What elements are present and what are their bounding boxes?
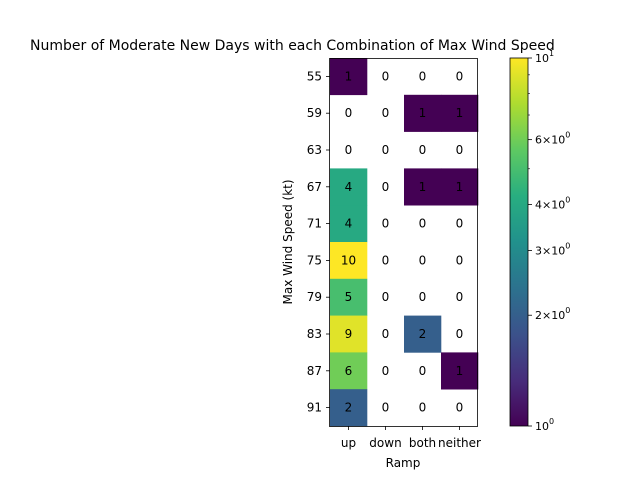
colorbar [509,57,529,427]
colorbar-tick-label: 100 [535,417,554,433]
cell-value-label: 0 [456,290,464,304]
heatmap-cell [330,389,368,427]
cell-value-label: 5 [345,290,353,304]
cell-value-label: 0 [456,253,464,267]
cell-value-label: 0 [382,253,390,267]
y-tick-label: 67 [307,180,322,194]
x-tick-label: both [409,436,436,450]
cell-value-label: 0 [419,69,427,83]
cell-value-label: 1 [419,106,427,120]
y-tick-label: 83 [307,327,322,341]
cell-value-label: 0 [419,253,427,267]
cell-value-label: 1 [456,180,464,194]
cell-value-label: 1 [456,106,464,120]
colorbar-ticks: 100 2×100 3×100 4×100 6×100 101 [528,49,570,433]
cell-value-label: 0 [419,290,427,304]
heatmap-cell [330,168,368,206]
cell-value-label: 0 [456,69,464,83]
heatmap-cell [330,58,368,96]
y-tick-label: 91 [307,401,322,415]
cell-value-label: 9 [345,327,353,341]
x-tick-label: neither [438,436,481,450]
plot-frame [329,58,478,427]
cell-value-label: 0 [419,401,427,415]
heatmap-cell [330,278,368,316]
heatmap-cell [404,168,442,206]
x-axis: up down both neither [341,426,481,450]
cell-value-label: 0 [456,217,464,231]
cell-value-label: 0 [345,106,353,120]
cell-value-label: 6 [345,364,353,378]
cell-value-label: 0 [419,143,427,157]
heatmap-cell [330,242,368,280]
y-axis: 55 59 63 67 71 75 79 83 87 91 [307,69,330,415]
colorbar-tick-label: 3×100 [535,241,570,257]
y-tick-label: 59 [307,106,322,120]
y-tick-label: 63 [307,143,322,157]
cell-value-label: 2 [345,401,353,415]
cell-value-label: 0 [382,143,390,157]
chart-title: Number of Moderate New Days with each Co… [30,38,555,54]
cell-value-label: 4 [345,180,353,194]
cell-value-label: 0 [419,217,427,231]
cell-value-label: 0 [382,290,390,304]
cell-value-label: 4 [345,217,353,231]
cell-value-label: 0 [382,106,390,120]
heatmap-cell [441,352,479,390]
y-tick-label: 87 [307,364,322,378]
heatmap-cell [330,352,368,390]
cell-value-label: 0 [382,69,390,83]
cell-value-label: 1 [456,364,464,378]
cell-value-label: 0 [382,401,390,415]
y-tick-label: 71 [307,217,322,231]
x-axis-label: Ramp [386,456,421,470]
x-tick-label: up [341,436,356,450]
cell-value-label: 0 [382,180,390,194]
heatmap-cell [330,205,368,243]
heatmap-cell [330,315,368,353]
cell-value-label: 0 [382,364,390,378]
cell-value-label: 0 [382,327,390,341]
heatmap-cell [441,94,479,132]
y-tick-label: 75 [307,253,322,267]
colorbar-tick-label: 2×100 [535,306,570,322]
cell-value-label: 0 [456,401,464,415]
cell-value-label: 0 [345,143,353,157]
y-tick-label: 55 [307,69,322,83]
colorbar-tick-label: 4×100 [535,195,570,211]
y-axis-label: Max Wind Speed (kt) [281,179,295,304]
colorbar-tick-label: 6×100 [535,131,570,147]
cell-value-label: 0 [456,143,464,157]
x-tick-label: down [369,436,401,450]
heatmap-cell [404,94,442,132]
y-tick-label: 79 [307,290,322,304]
cell-value-label: 0 [456,327,464,341]
cell-value-label: 1 [419,180,427,194]
cell-value-label: 0 [419,364,427,378]
heatmap-cells: 1 0 0 00 0 1 10 0 0 04 0 1 14 0 0 010 0 0 05 0 0 09 0 2 06 0 0 12 0 0… [330,58,479,427]
heatmap-cell [404,315,442,353]
cell-value-label: 2 [419,327,427,341]
heatmap-cell [441,168,479,206]
cell-value-label: 0 [382,217,390,231]
cell-value-label: 1 [345,69,353,83]
colorbar-tick-label: 101 [535,49,554,65]
cell-value-label: 10 [341,253,356,267]
